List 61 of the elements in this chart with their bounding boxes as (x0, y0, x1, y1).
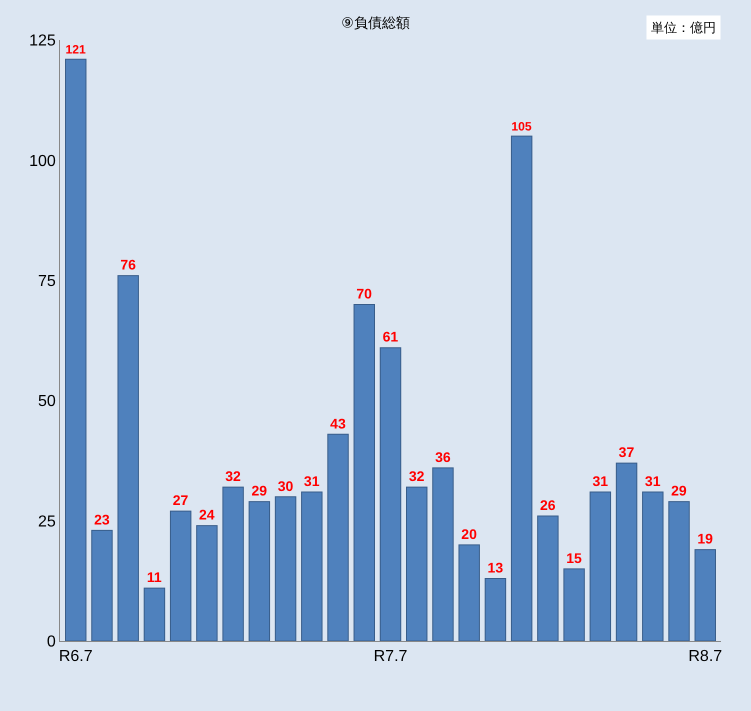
bar (222, 486, 244, 641)
y-tick-label: 100 (29, 152, 56, 170)
bar (694, 549, 716, 641)
bar (590, 491, 612, 641)
data-label: 26 (540, 496, 556, 513)
data-label: 37 (618, 444, 634, 460)
data-label: 13 (488, 560, 504, 576)
bar (563, 568, 585, 641)
data-label: 27 (172, 492, 189, 508)
bar (144, 588, 166, 641)
data-label: 36 (435, 448, 451, 465)
data-label: 105 (511, 120, 532, 134)
data-label: 29 (251, 482, 268, 499)
x-tick-label: R7.7 (374, 648, 408, 666)
data-label: 32 (408, 468, 425, 484)
data-label: 121 (66, 42, 86, 57)
bar (354, 304, 375, 641)
data-label: 15 (566, 550, 582, 566)
y-tick-label: 0 (46, 634, 56, 651)
y-tick-label: 125 (29, 32, 56, 50)
bar (537, 515, 559, 641)
data-label: 29 (671, 482, 687, 499)
data-label: 19 (697, 530, 714, 547)
bar (170, 510, 192, 641)
data-label: 70 (356, 285, 372, 302)
bar (406, 486, 428, 641)
bar (91, 530, 113, 641)
bar (458, 544, 480, 641)
x-tick-label: R6.7 (58, 648, 93, 666)
y-tick-label: 75 (38, 273, 56, 290)
data-label: 43 (330, 415, 346, 432)
y-tick-label: 25 (38, 513, 56, 530)
bar (327, 434, 349, 641)
bar (248, 501, 270, 641)
bar (642, 491, 664, 641)
bar (65, 58, 86, 641)
bar (616, 462, 638, 641)
data-label: 61 (382, 328, 398, 345)
bar (196, 525, 218, 641)
bar (484, 578, 506, 641)
bar (274, 496, 296, 641)
text: 単位：億円 (651, 20, 716, 35)
bar (117, 275, 139, 641)
data-label: 76 (120, 256, 136, 273)
chart-title: ⑨負債総額 (337, 14, 414, 31)
bar (301, 491, 323, 641)
data-label: 31 (592, 472, 608, 489)
bar (432, 467, 454, 641)
data-label: 20 (461, 526, 478, 542)
bar (668, 501, 690, 641)
bar (510, 136, 532, 641)
y-tick-label: 50 (38, 393, 56, 410)
data-label: 11 (146, 569, 162, 586)
bar (380, 347, 402, 641)
x-tick-label: R8.7 (688, 648, 722, 666)
data-label: 24 (198, 506, 215, 523)
data-label: 32 (225, 468, 242, 484)
data-label: 31 (304, 472, 320, 489)
data-label: 31 (644, 472, 661, 489)
data-label: 30 (278, 478, 294, 494)
data-label: 23 (94, 511, 110, 528)
